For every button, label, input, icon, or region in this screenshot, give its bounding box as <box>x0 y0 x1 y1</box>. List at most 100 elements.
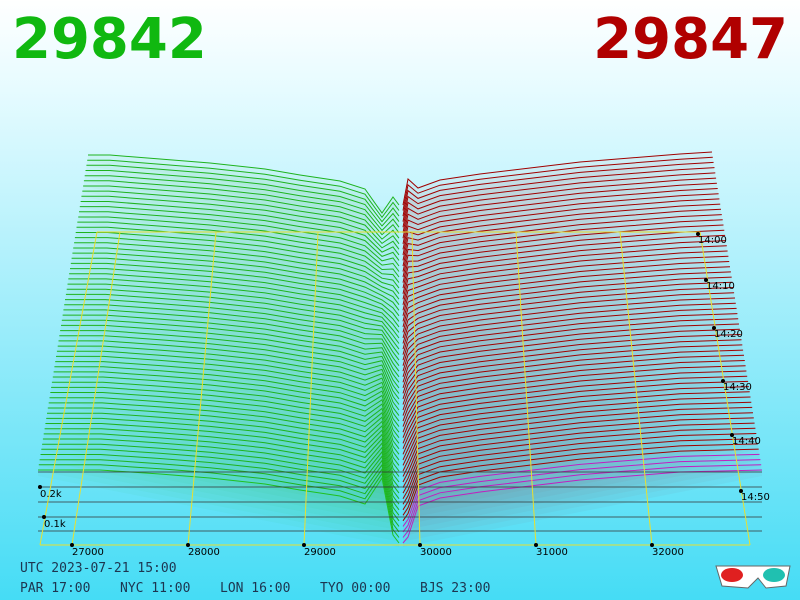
time-tick <box>712 326 716 330</box>
price-tick <box>186 543 190 547</box>
ask-layer <box>402 208 722 267</box>
bid-layer <box>47 407 400 477</box>
price-tick <box>302 543 306 547</box>
ask-layer <box>402 203 721 261</box>
bid-layer <box>60 330 400 394</box>
bid-layer <box>59 335 400 400</box>
bid-layer <box>62 314 400 378</box>
ask-layer <box>402 318 739 383</box>
ask-layer <box>402 386 749 455</box>
bid-layer <box>56 350 400 416</box>
ask-layer <box>402 188 718 244</box>
ask-layer <box>402 172 716 228</box>
price-grid-line <box>71 231 121 546</box>
ask-layer <box>402 261 730 322</box>
volume-label: 0.1k <box>44 519 66 530</box>
ask-layer <box>402 344 743 411</box>
bid-layer <box>44 428 400 499</box>
time-tick <box>721 379 725 383</box>
bid-layer <box>65 299 400 361</box>
ask-layer <box>402 156 713 211</box>
bid-layer <box>49 397 400 466</box>
ask-layer <box>402 323 740 389</box>
city-time: TYO 00:00 <box>320 581 390 596</box>
city-time: PAR 17:00 <box>20 581 90 596</box>
ask-layer <box>402 328 740 394</box>
bid-layer <box>61 324 400 389</box>
ask-layer <box>402 360 745 427</box>
bid-layer <box>53 371 400 438</box>
price-grid-line <box>411 231 421 546</box>
ask-layer <box>402 349 744 416</box>
ask-layer <box>402 375 748 444</box>
ask-layer <box>402 453 760 527</box>
bid-layer <box>70 268 400 328</box>
city-time: LON 16:00 <box>220 581 290 596</box>
price-label: 32000 <box>652 547 684 558</box>
ask-layer <box>402 433 757 505</box>
price-tick <box>534 543 538 547</box>
bid-layer <box>72 252 400 311</box>
time-label: 14:00 <box>698 235 727 246</box>
bid-layer <box>56 355 400 422</box>
ask-layer <box>402 151 713 206</box>
bid-layer <box>51 386 400 455</box>
ask-layer <box>402 401 752 472</box>
bid-layer <box>68 278 400 339</box>
ask-layer <box>402 266 731 328</box>
price-grid-line <box>619 231 653 546</box>
price-tick <box>650 543 654 547</box>
ask-price: 29847 <box>593 7 788 72</box>
bid-layer <box>65 293 400 355</box>
bid-layer <box>78 216 400 272</box>
bid-layer <box>50 392 400 461</box>
city-time: BJS 23:00 <box>420 581 490 596</box>
ask-layer <box>402 406 753 477</box>
bid-layer <box>64 304 400 366</box>
bid-layer <box>82 190 400 245</box>
time-label: 14:20 <box>714 329 743 340</box>
floor-left <box>39 231 98 546</box>
ask-layer <box>402 448 759 522</box>
bid-layer <box>41 448 400 522</box>
bid-layer <box>71 257 400 317</box>
ask-layer <box>402 271 731 333</box>
ask-layer <box>402 417 754 488</box>
bid-layer <box>74 242 400 300</box>
price-grid-line <box>303 231 319 546</box>
time-tick <box>730 433 734 437</box>
bid-layer <box>47 412 400 483</box>
depth-layers: 27000 28000 29000 30000 31000 32000 14:00 14:10… <box>38 151 770 558</box>
volume-label: 0.2k <box>40 489 62 500</box>
bid-layer <box>45 423 400 494</box>
city-time: NYC 11:00 <box>120 581 190 596</box>
bid-layer <box>63 309 400 372</box>
bid-layer <box>48 402 400 472</box>
bid-layer <box>84 175 400 232</box>
ask-layer <box>402 177 717 233</box>
bid-layer <box>38 464 400 538</box>
price-label: 30000 <box>420 547 452 558</box>
bid-layer <box>73 247 400 305</box>
ask-layer <box>402 297 736 361</box>
bid-layer <box>52 376 400 444</box>
time-tick <box>696 232 700 236</box>
ask-layer <box>402 193 719 250</box>
ask-layer <box>402 365 746 433</box>
ask-layer <box>402 354 745 422</box>
ask-layer <box>402 380 749 449</box>
bid-layer <box>75 232 400 289</box>
bid-layer <box>43 433 400 505</box>
ask-layer <box>402 459 761 533</box>
price-grid-line <box>515 231 537 546</box>
price-tick <box>418 543 422 547</box>
bid-layer <box>83 180 400 236</box>
bid-layer <box>86 164 400 223</box>
bid-layer <box>80 201 400 256</box>
bid-layer <box>57 345 400 411</box>
price-grid-line <box>187 231 217 546</box>
bid-layer <box>51 381 400 450</box>
bid-layer <box>61 319 400 383</box>
